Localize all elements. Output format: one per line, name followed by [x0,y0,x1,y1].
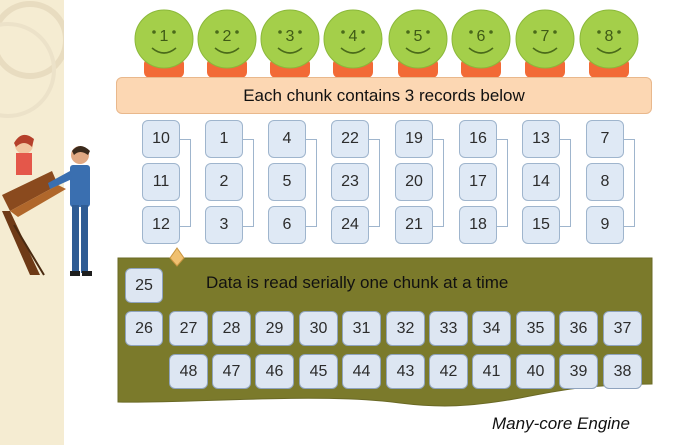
record-cell: 18 [459,206,497,244]
smiley-icon [515,9,575,78]
record-cell: 4 [268,120,306,158]
record-cell: 15 [522,206,560,244]
queued-record: 36 [559,311,598,346]
queued-record: 46 [255,354,294,389]
record-cell: 8 [586,163,624,201]
queued-record: 33 [429,311,468,346]
chunk-bracket [369,139,380,227]
chunk-bracket [243,139,254,227]
record-cell: 13 [522,120,560,158]
core-number: 7 [540,28,550,45]
core-number: 8 [604,28,614,45]
read-pointer-marker [169,247,185,267]
smiley-icon [260,9,320,78]
record-cell: 12 [142,206,180,244]
queued-record: 25 [125,268,163,303]
record-cell: 16 [459,120,497,158]
chunk-bracket [497,139,508,227]
queued-record: 47 [212,354,251,389]
chunk-bracket [433,139,444,227]
core-number: 5 [413,28,423,45]
chunk-bracket [306,139,317,227]
engine-title: Data is read serially one chunk at a tim… [206,273,509,292]
record-cell: 5 [268,163,306,201]
queued-record: 30 [299,311,338,346]
core-number: 1 [159,28,169,45]
core-face: 1 [134,8,194,78]
record-cell: 10 [142,120,180,158]
queued-record: 35 [516,311,555,346]
smiley-icon [388,9,448,78]
core-face: 5 [388,8,448,78]
record-cell: 3 [205,206,243,244]
record-cell: 11 [142,163,180,201]
queued-record: 40 [516,354,555,389]
chunk-banner: Each chunk contains 3 records below [116,77,652,114]
banner-text: Each chunk contains 3 records below [243,85,525,105]
smiley-icon [451,9,511,78]
record-cell: 20 [395,163,433,201]
record-cell: 6 [268,206,306,244]
queued-record: 43 [386,354,425,389]
smiley-icon [579,9,639,78]
queued-record: 37 [603,311,642,346]
chunk-bracket [560,139,571,227]
record-cell: 9 [586,206,624,244]
queued-record: 28 [212,311,251,346]
queued-record: 34 [472,311,511,346]
core-face: 7 [515,8,575,78]
queued-record: 42 [429,354,468,389]
core-number: 4 [348,28,358,45]
decorative-arcs [0,1,64,118]
core-face: 6 [451,8,511,78]
queued-record: 48 [169,354,208,389]
record-cell: 14 [522,163,560,201]
queued-record: 41 [472,354,511,389]
core-number: 3 [285,28,295,45]
chunk-bracket [624,139,635,227]
queued-record: 44 [342,354,381,389]
queued-record: 38 [603,354,642,389]
smiley-icon [197,9,257,78]
queued-record: 39 [559,354,598,389]
core-number: 6 [476,28,486,45]
smiley-icon [323,9,383,78]
core-face: 8 [579,8,639,78]
record-cell: 7 [586,120,624,158]
core-face: 3 [260,8,320,78]
queued-record: 27 [169,311,208,346]
smiley-icon [134,9,194,78]
clerk-clipart [2,134,92,276]
queued-record: 31 [342,311,381,346]
core-face: 4 [323,8,383,78]
core-number: 2 [222,28,232,45]
record-cell: 21 [395,206,433,244]
record-cell: 22 [331,120,369,158]
record-cell: 2 [205,163,243,201]
record-cell: 24 [331,206,369,244]
record-cell: 17 [459,163,497,201]
core-face: 2 [197,8,257,78]
queued-record: 26 [125,311,163,346]
chunk-bracket [180,139,191,227]
queued-record: 29 [255,311,294,346]
record-cell: 1 [205,120,243,158]
engine-label: Many-core Engine [492,414,630,433]
queued-record: 45 [299,354,338,389]
record-cell: 23 [331,163,369,201]
record-cell: 19 [395,120,433,158]
queued-record: 32 [386,311,425,346]
